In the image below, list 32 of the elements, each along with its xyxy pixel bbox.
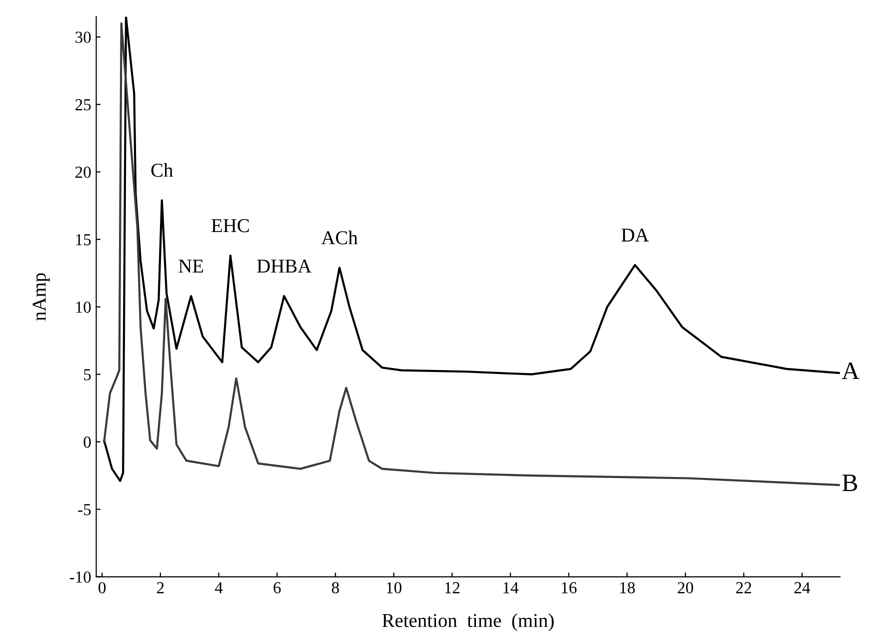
y-tick-label: 20: [75, 166, 91, 178]
annotation: EHC: [212, 219, 249, 232]
x-tick-label: 4: [214, 582, 223, 594]
x-tick-label: 10: [386, 582, 402, 594]
y-tick-label: 5: [84, 369, 91, 380]
y-tick-label: -10: [70, 571, 91, 583]
x-tick-label: 6: [274, 582, 281, 594]
series-label: B: [842, 474, 858, 492]
annotation: Ch: [151, 163, 173, 177]
y-tick-label: -5: [78, 504, 91, 516]
x-tick-label: 24: [794, 582, 810, 594]
y-tick-label: 0: [84, 436, 91, 448]
x-tick-label: 0: [98, 582, 106, 594]
x-tick-label: 14: [504, 582, 518, 594]
annotation: ACh: [321, 230, 358, 244]
y-axis-title: nAmp: [32, 273, 50, 321]
annotation: DHBA: [257, 260, 312, 273]
x-tick-label: 18: [620, 582, 635, 594]
series-label: A: [842, 362, 860, 380]
x-tick-label: 20: [678, 582, 694, 594]
x-tick-label: 12: [445, 582, 460, 594]
y-tick-label: 10: [76, 302, 91, 313]
x-axis-title: Retention time (min): [382, 613, 554, 632]
y-tick-label: 25: [75, 99, 91, 110]
x-tick-label: 22: [736, 582, 752, 594]
annotation: DA: [621, 228, 649, 242]
x-tick-label: 8: [332, 582, 339, 594]
y-tick-label: 15: [76, 234, 91, 246]
annotation: NE: [178, 260, 204, 272]
x-tick-label: 2: [156, 582, 164, 594]
y-tick-label: 30: [76, 32, 91, 43]
x-tick-label: 16: [562, 582, 577, 594]
